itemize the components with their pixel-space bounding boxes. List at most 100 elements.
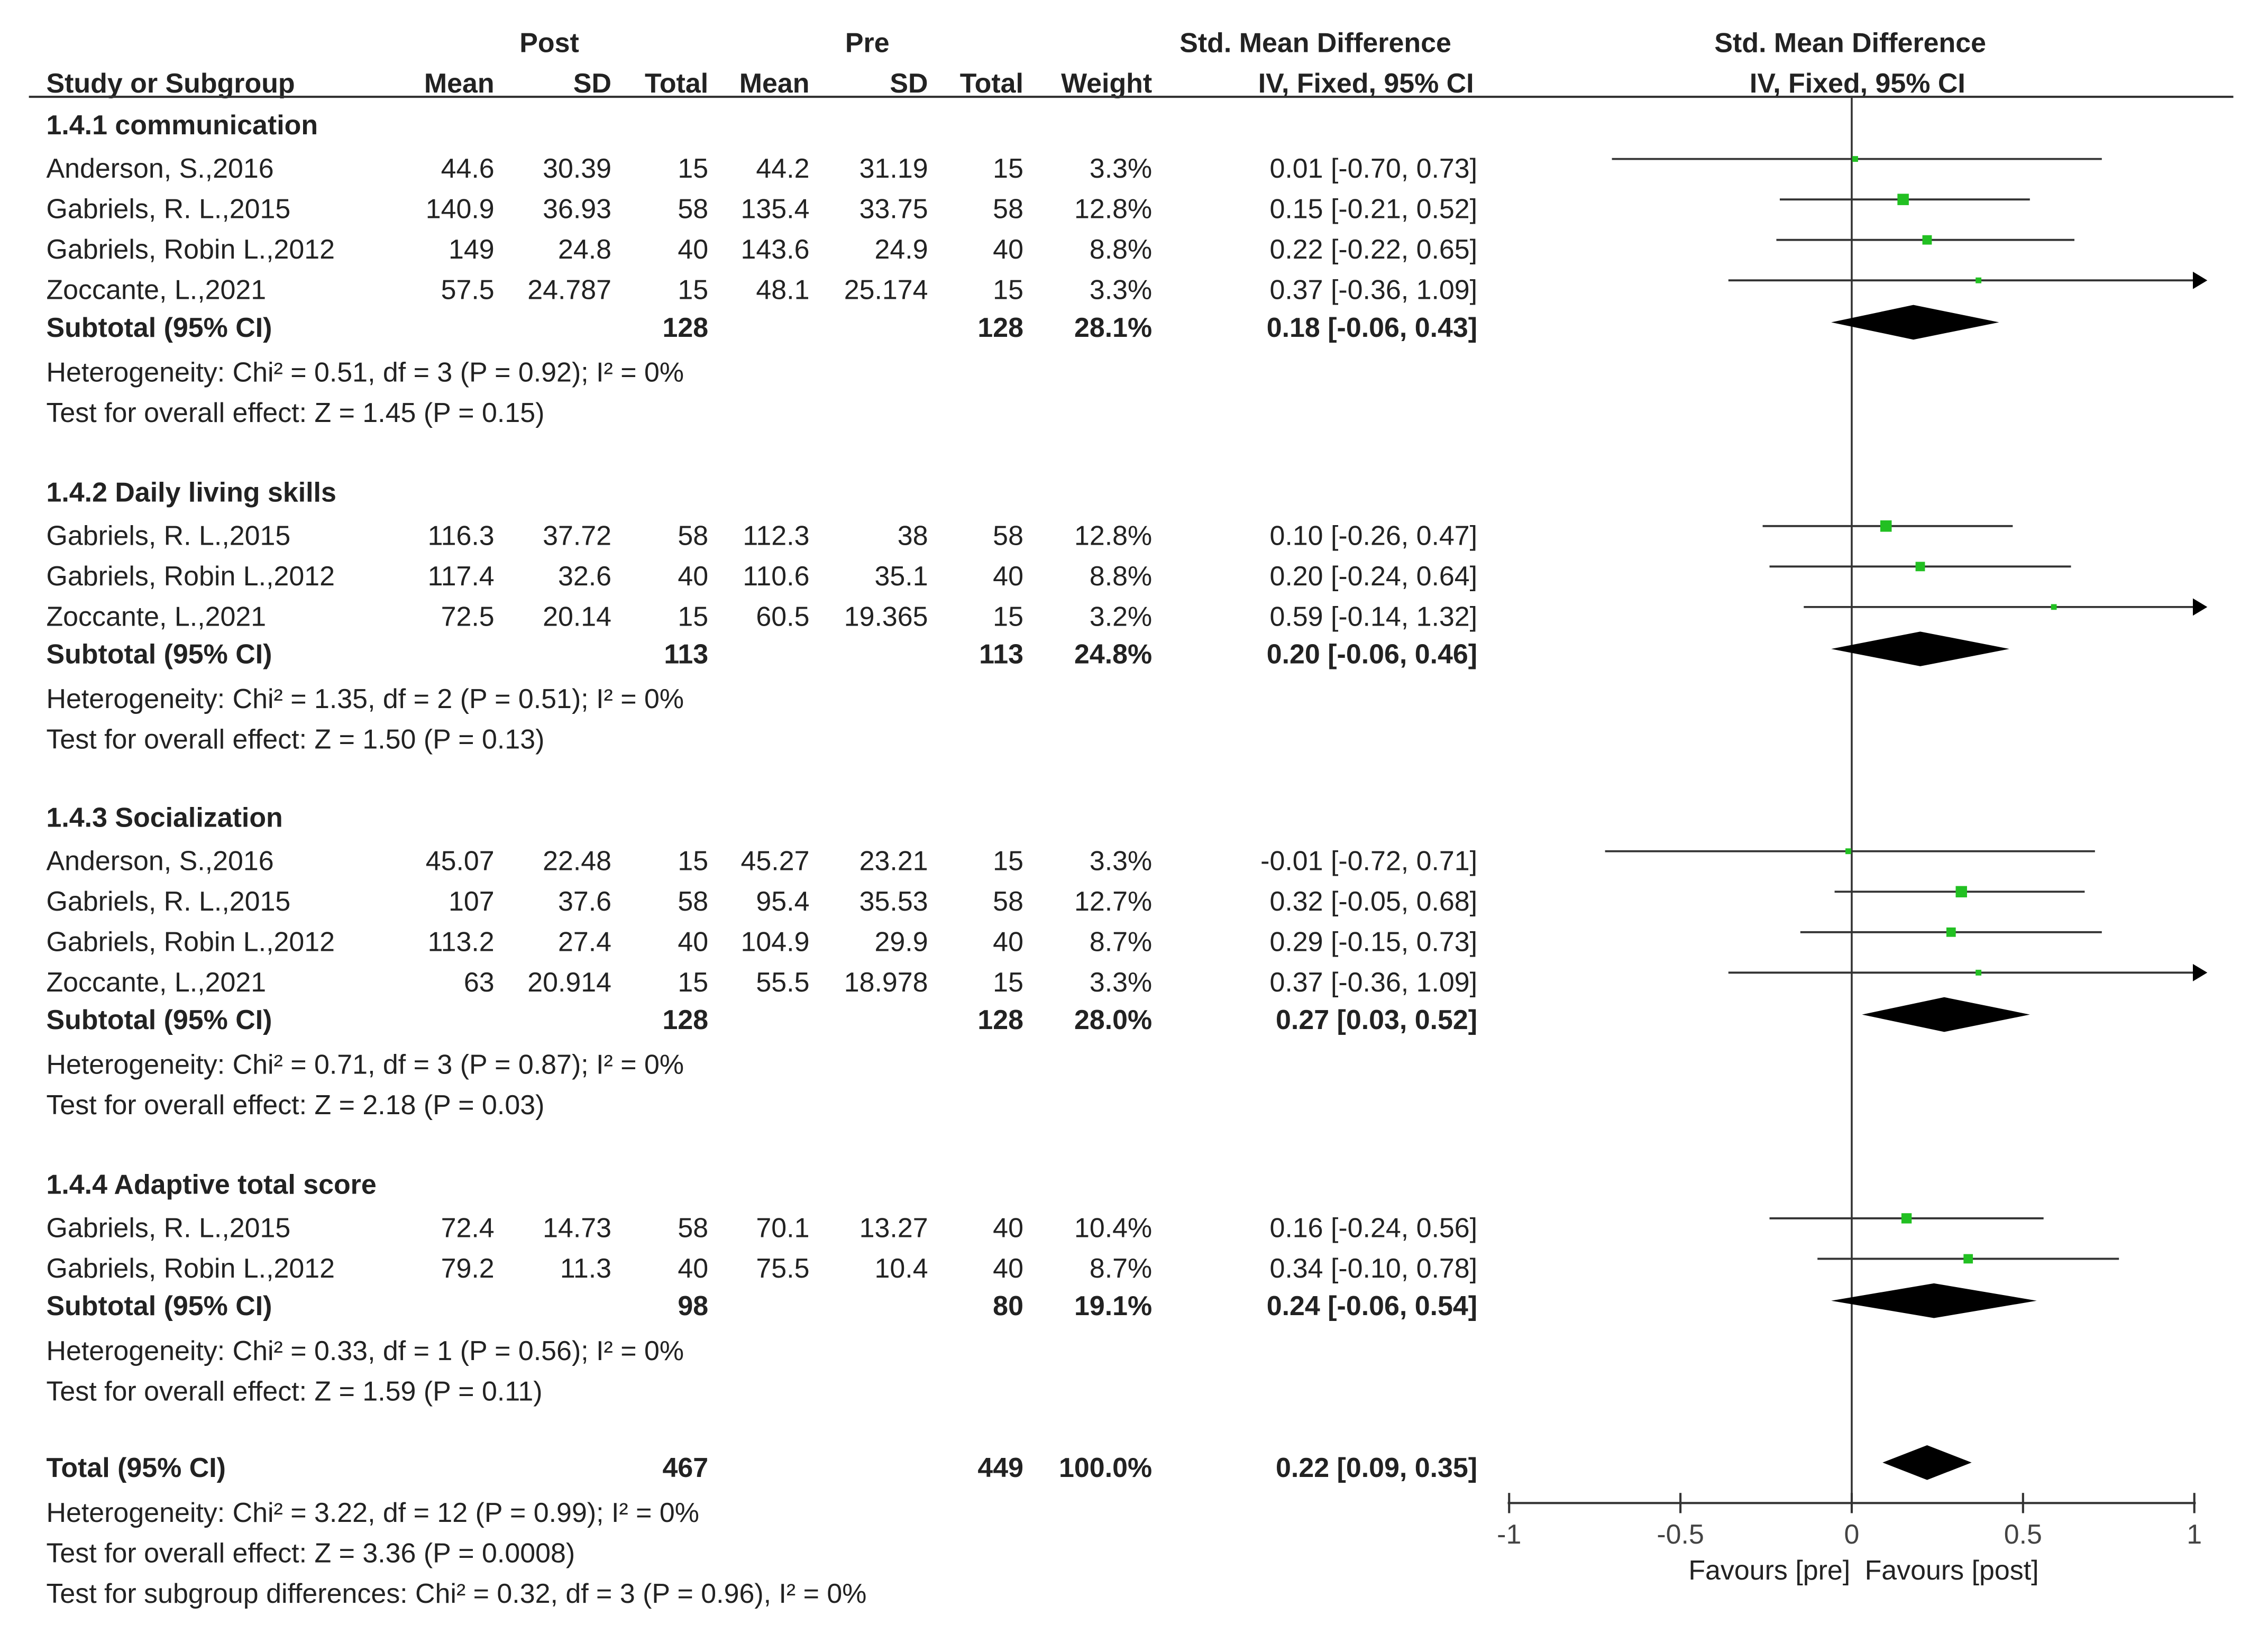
weight: 12.8% [1074, 521, 1153, 553]
mean-pre: 48.1 [756, 276, 810, 307]
mean-pre: 70.1 [756, 1214, 810, 1245]
mean-pre: 45.27 [740, 847, 810, 877]
mean-post: 72.4 [441, 1214, 495, 1245]
total-pre: 15 [993, 968, 1023, 999]
study-point [1880, 520, 1892, 532]
col-sd-post-header: SD [573, 69, 612, 100]
ci-text: 0.29 [-0.15, 0.73] [1269, 928, 1478, 958]
col-total-post-header: Total [644, 69, 709, 100]
total-total-post: 467 [662, 1454, 709, 1484]
subgroup-title: 1.4.3 Socialization [46, 803, 283, 834]
total-overall-effect-text: Test for overall effect: Z = 3.36 (P = 0… [46, 1539, 575, 1570]
subtotal-total-pre: 80 [993, 1292, 1023, 1323]
weight: 8.7% [1089, 1254, 1153, 1285]
total-post: 58 [678, 887, 709, 918]
sd-post: 36.93 [543, 195, 612, 226]
ci-text: 0.22 [-0.22, 0.65] [1269, 235, 1478, 266]
study-point [1852, 156, 1858, 162]
sd-pre: 19.365 [844, 602, 928, 634]
subtotal-weight: 19.1% [1074, 1292, 1153, 1323]
total-post: 15 [678, 968, 709, 999]
study-point [1845, 848, 1851, 855]
mean-post: 149 [449, 235, 495, 266]
sd-post: 11.3 [560, 1254, 612, 1285]
subtotal-label: Subtotal (95% CI) [46, 1292, 272, 1323]
mean-pre: 143.6 [740, 235, 810, 266]
sd-pre: 10.4 [874, 1254, 928, 1285]
sd-post: 24.8 [557, 235, 612, 266]
x-axis-tick-label: 1 [2187, 1519, 2202, 1550]
study-name: Gabriels, R. L.,2015 [46, 521, 291, 553]
study-point [1915, 562, 1925, 572]
study-name: Zoccante, L.,2021 [46, 602, 267, 634]
overall-effect-text: Test for overall effect: Z = 1.45 (P = 0… [46, 399, 545, 429]
ci-text: 0.37 [-0.36, 1.09] [1269, 276, 1478, 307]
total-pre: 58 [993, 887, 1023, 918]
col-total-pre-header: Total [959, 69, 1023, 100]
sd-pre: 38 [897, 521, 928, 553]
subtotal-ci-text: 0.24 [-0.06, 0.54] [1266, 1292, 1478, 1323]
subtotal-diamond [1831, 305, 1999, 340]
total-pre: 15 [993, 154, 1023, 185]
subtotal-label: Subtotal (95% CI) [46, 640, 272, 671]
col-mean-post-header: Mean [424, 69, 495, 100]
subtotal-diamond [1862, 997, 2030, 1032]
weight: 3.2% [1089, 602, 1153, 634]
study-name: Gabriels, Robin L.,2012 [46, 562, 335, 593]
mean-post: 72.5 [441, 602, 495, 634]
mean-post: 57.5 [441, 276, 495, 307]
total-post: 15 [678, 276, 709, 307]
ci-arrow [2192, 963, 2208, 981]
col-method-text-header: IV, Fixed, 95% CI [1258, 69, 1474, 100]
overall-effect-text: Test for overall effect: Z = 1.59 (P = 0… [46, 1377, 543, 1408]
favours-post-label: Favours [post] [1864, 1556, 2039, 1587]
total-post: 15 [678, 154, 709, 185]
weight: 3.3% [1089, 276, 1153, 307]
study-name: Gabriels, R. L.,2015 [46, 887, 291, 918]
ci-text: 0.15 [-0.21, 0.52] [1269, 195, 1478, 226]
subtotal-diamond [1831, 631, 2009, 666]
mean-post: 44.6 [441, 154, 495, 185]
mean-post: 45.07 [425, 847, 495, 877]
study-point [1946, 927, 1956, 937]
total-post: 40 [678, 235, 709, 266]
ci-arrow [2192, 598, 2208, 616]
subgroup-title: 1.4.2 Daily living skills [46, 478, 336, 509]
subtotal-total-post: 128 [662, 314, 709, 344]
total-pre: 40 [993, 235, 1023, 266]
subtotal-total-post: 98 [678, 1292, 709, 1323]
total-ci-text: 0.22 [0.09, 0.35] [1276, 1454, 1478, 1484]
study-point [1976, 277, 1982, 283]
subtotal-label: Subtotal (95% CI) [46, 314, 272, 344]
total-pre: 15 [993, 847, 1023, 877]
col-study-header: Study or Subgroup [46, 69, 295, 100]
total-post: 15 [678, 847, 709, 877]
ci-text: -0.01 [-0.72, 0.71] [1260, 847, 1478, 877]
col-method-plot-header: IV, Fixed, 95% CI [1749, 69, 1965, 100]
weight: 8.8% [1089, 562, 1153, 593]
total-post: 58 [678, 1214, 709, 1245]
sd-pre: 31.19 [859, 154, 928, 185]
sd-post: 27.4 [557, 928, 612, 958]
x-axis-tick-label: -1 [1497, 1519, 1521, 1550]
subtotal-total-pre: 128 [977, 314, 1023, 344]
study-point [1901, 1213, 1912, 1224]
sd-post: 37.72 [543, 521, 612, 553]
subgroup-title: 1.4.1 communication [46, 111, 318, 142]
col-sd-pre-header: SD [890, 69, 928, 100]
ci-text: 0.20 [-0.24, 0.64] [1269, 562, 1478, 593]
sd-post: 37.6 [557, 887, 612, 918]
sd-pre: 35.1 [874, 562, 928, 593]
total-post: 40 [678, 928, 709, 958]
subtotal-ci-text: 0.18 [-0.06, 0.43] [1266, 314, 1478, 344]
total-post: 58 [678, 195, 709, 226]
weight: 3.3% [1089, 847, 1153, 877]
sd-pre: 18.978 [844, 968, 928, 999]
col-weight-header: Weight [1061, 69, 1153, 100]
mean-post: 79.2 [441, 1254, 495, 1285]
study-name: Gabriels, R. L.,2015 [46, 1214, 291, 1245]
mean-pre: 135.4 [740, 195, 810, 226]
subtotal-weight: 28.0% [1074, 1006, 1153, 1036]
